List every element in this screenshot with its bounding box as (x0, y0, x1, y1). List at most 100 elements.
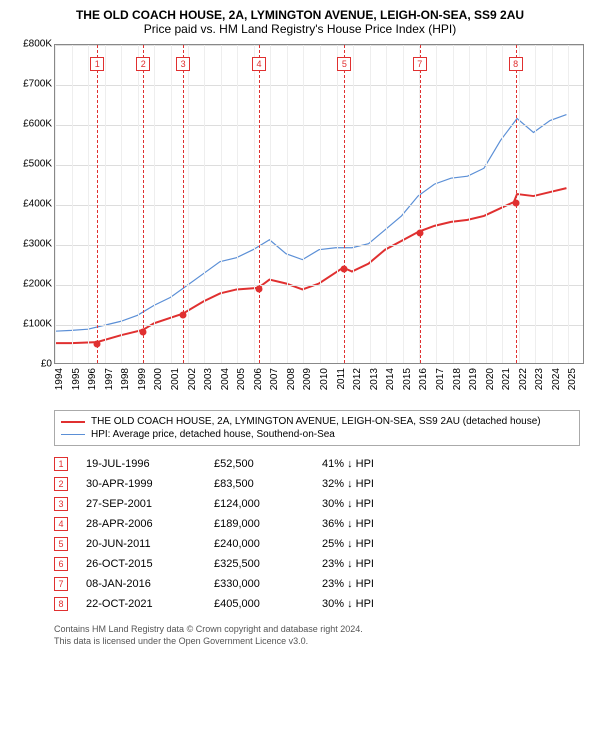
grid-line-v (552, 45, 553, 363)
table-row-price: £240,000 (214, 538, 304, 550)
grid-line-v (237, 45, 238, 363)
sale-marker-box: 7 (413, 57, 427, 71)
legend-row: HPI: Average price, detached house, Sout… (61, 428, 573, 441)
x-tick-label: 2013 (369, 368, 380, 390)
table-row-num: 4 (54, 517, 68, 531)
sale-marker-box: 8 (509, 57, 523, 71)
x-tick-label: 2011 (336, 368, 347, 390)
table-row-num: 5 (54, 537, 68, 551)
x-tick-label: 2021 (501, 368, 512, 390)
sale-marker-line (259, 45, 260, 363)
table-row-price: £325,500 (214, 558, 304, 570)
table-row-num: 7 (54, 577, 68, 591)
grid-line-v (303, 45, 304, 363)
table-row: 822-OCT-2021£405,00030% ↓ HPI (54, 594, 590, 614)
table-row-date: 30-APR-1999 (86, 478, 196, 490)
y-tick-label: £500K (23, 159, 52, 170)
table-row-date: 08-JAN-2016 (86, 578, 196, 590)
table-row: 7 08-JAN-2016 £330,000 23% ↓ HPI (54, 574, 590, 594)
x-tick-label: 2006 (253, 368, 264, 390)
sale-marker-box: 3 (176, 57, 190, 71)
x-tick-label: 2004 (220, 368, 231, 390)
table-row-diff: 23% ↓ HPI (322, 558, 412, 570)
table-row-price: £124,000 (214, 498, 304, 510)
legend-swatch (61, 434, 85, 435)
chart-lines (55, 45, 583, 363)
x-tick-label: 2020 (485, 368, 496, 390)
table-row-diff: 23% ↓ HPI (322, 578, 412, 590)
grid-line-v (72, 45, 73, 363)
grid-line-h (55, 245, 583, 246)
y-tick-label: £600K (23, 119, 52, 130)
table-row: 327-SEP-2001£124,00030% ↓ HPI (54, 494, 590, 514)
sale-marker-line (97, 45, 98, 363)
y-tick-label: £100K (23, 319, 52, 330)
grid-line-v (154, 45, 155, 363)
table-row-diff: 41% ↓ HPI (322, 458, 412, 470)
y-tick-label: £400K (23, 199, 52, 210)
legend: THE OLD COACH HOUSE, 2A, LYMINGTON AVENU… (54, 410, 580, 446)
table-row-num: 6 (54, 557, 68, 571)
grid-line-v (403, 45, 404, 363)
grid-line-v (221, 45, 222, 363)
table-row-diff: 36% ↓ HPI (322, 518, 412, 530)
grid-line-v (88, 45, 89, 363)
x-tick-label: 2014 (385, 368, 396, 390)
grid-line-v (486, 45, 487, 363)
legend-swatch (61, 421, 85, 423)
table-row-price: £83,500 (214, 478, 304, 490)
series-line-property (55, 188, 566, 343)
grid-line-v (287, 45, 288, 363)
grid-line-v (453, 45, 454, 363)
y-axis: £0£100K£200K£300K£400K£500K£600K£700K£80… (10, 44, 54, 364)
x-tick-label: 2003 (203, 368, 214, 390)
x-tick-label: 2009 (302, 368, 313, 390)
sale-marker-box: 1 (90, 57, 104, 71)
x-tick-label: 2002 (187, 368, 198, 390)
plot-area: 1234578 (54, 44, 584, 364)
grid-line-v (55, 45, 56, 363)
grid-line-h (55, 205, 583, 206)
sale-marker-point (140, 328, 147, 335)
y-tick-label: £200K (23, 279, 52, 290)
x-tick-label: 1997 (104, 368, 115, 390)
x-tick-label: 2007 (269, 368, 280, 390)
x-tick-label: 2025 (567, 368, 578, 390)
table-row-diff: 30% ↓ HPI (322, 498, 412, 510)
series-line-hpi (55, 115, 566, 332)
x-tick-label: 2022 (518, 368, 529, 390)
x-tick-label: 2015 (402, 368, 413, 390)
table-row-price: £189,000 (214, 518, 304, 530)
legend-label: HPI: Average price, detached house, Sout… (91, 429, 335, 440)
table-row-date: 27-SEP-2001 (86, 498, 196, 510)
sale-marker-point (341, 266, 348, 273)
table-row-num: 2 (54, 477, 68, 491)
table-row: 626-OCT-2015£325,50023% ↓ HPI (54, 554, 590, 574)
table-row-price: £330,000 (214, 578, 304, 590)
chart-area: £0£100K£200K£300K£400K£500K£600K£700K£80… (10, 44, 590, 404)
table-row-date: 19-JUL-1996 (86, 458, 196, 470)
grid-line-v (502, 45, 503, 363)
grid-line-h (55, 45, 583, 46)
table-row: 520-JUN-2011£240,00025% ↓ HPI (54, 534, 590, 554)
table-row-num: 1 (54, 457, 68, 471)
grid-line-h (55, 285, 583, 286)
table-row: 4 28-APR-2006 £189,000 36% ↓ HPI (54, 514, 590, 534)
table-row-price: £52,500 (214, 458, 304, 470)
chart-container: THE OLD COACH HOUSE, 2A, LYMINGTON AVENU… (0, 0, 600, 655)
x-tick-label: 2012 (352, 368, 363, 390)
table-row-date: 28-APR-2006 (86, 518, 196, 530)
chart-title: THE OLD COACH HOUSE, 2A, LYMINGTON AVENU… (10, 8, 590, 22)
sale-marker-box: 5 (337, 57, 351, 71)
grid-line-v (188, 45, 189, 363)
grid-line-h (55, 165, 583, 166)
x-tick-label: 2001 (170, 368, 181, 390)
sale-marker-point (94, 341, 101, 348)
table-row: 230-APR-1999£83,50032% ↓ HPI (54, 474, 590, 494)
x-tick-label: 1994 (54, 368, 65, 390)
y-tick-label: £0 (41, 359, 52, 370)
y-tick-label: £700K (23, 79, 52, 90)
footer: Contains HM Land Registry data © Crown c… (54, 624, 580, 647)
grid-line-v (568, 45, 569, 363)
grid-line-v (138, 45, 139, 363)
